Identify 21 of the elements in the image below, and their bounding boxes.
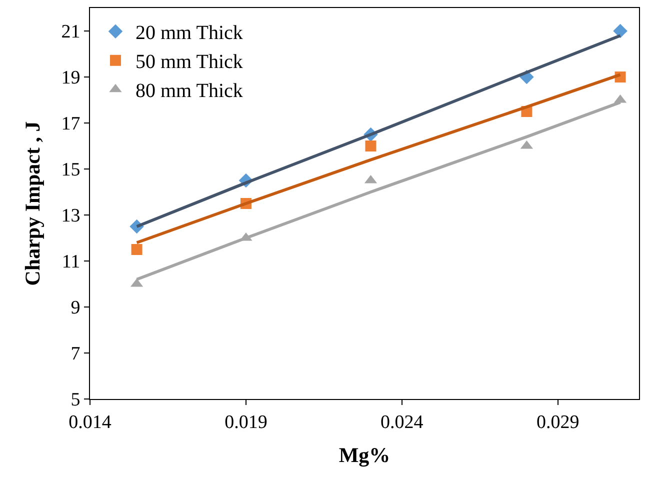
y-tick-label: 21: [61, 22, 80, 43]
y-tick-label: 19: [61, 68, 80, 89]
legend-label: 80 mm Thick: [135, 80, 243, 102]
y-tick-label: 5: [70, 390, 80, 411]
y-tick-label: 15: [61, 160, 80, 181]
point: [365, 140, 376, 152]
y-axis-title: Charpy Impact , J: [20, 121, 44, 286]
y-tick-label: 17: [61, 114, 80, 135]
y-tick-label: 7: [70, 344, 80, 365]
y-tick-label: 11: [62, 252, 80, 273]
legend-label: 50 mm Thick: [135, 51, 243, 74]
point: [613, 24, 628, 38]
point: [131, 244, 142, 255]
y-tick-label: 13: [61, 206, 80, 227]
x-tick-label: 0.029: [536, 412, 580, 433]
x-tick-label: 0.014: [68, 412, 112, 433]
x-tick-label: 0.019: [224, 412, 268, 433]
y-tick-label: 9: [70, 298, 80, 319]
legend-label: 20 mm Thick: [135, 22, 243, 44]
x-axis-title: Mg%: [338, 443, 390, 467]
x-tick-label: 0.024: [380, 412, 424, 433]
